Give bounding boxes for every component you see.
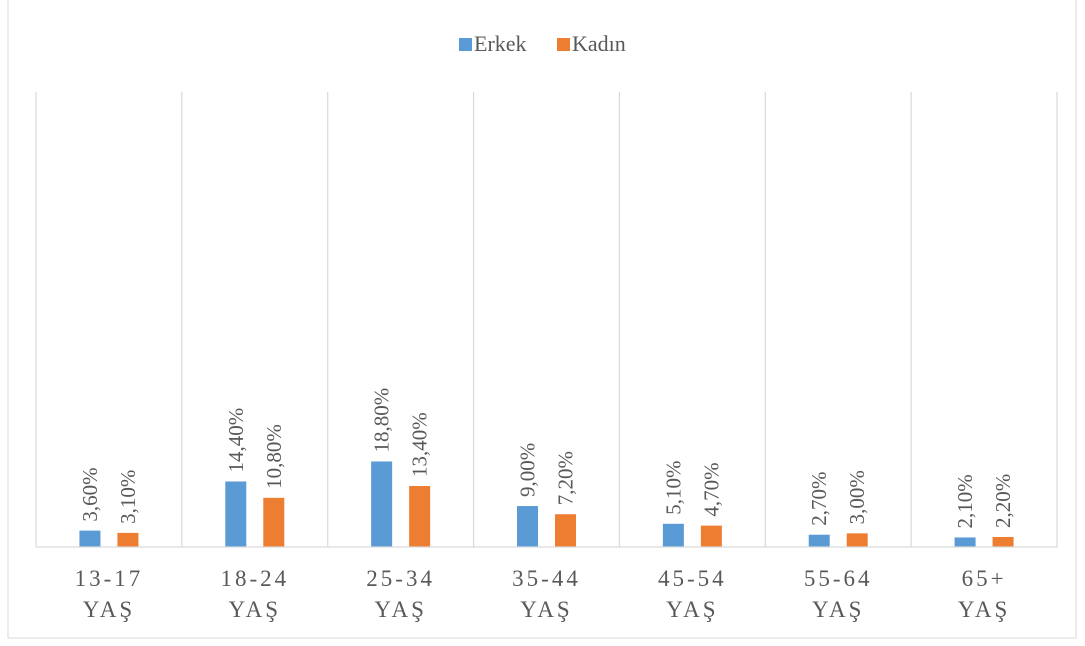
- bar-erkek-4: [662, 523, 684, 547]
- bar-erkek-3: [517, 506, 538, 547]
- bar-kadın-2: [409, 486, 431, 547]
- x-tick-label: YAŞ: [958, 597, 1010, 622]
- data-label-kadın-3: 7,20%: [554, 451, 578, 505]
- data-label-erkek-6: 2,10%: [953, 474, 977, 528]
- x-tick-label: 65+: [962, 566, 1007, 591]
- bar-erkek-5: [808, 534, 830, 547]
- x-tick-label: YAŞ: [812, 597, 864, 622]
- data-label-kadın-4: 4,70%: [699, 462, 723, 516]
- bar-erkek-1: [225, 481, 247, 547]
- data-label-erkek-0: 3,60%: [78, 467, 102, 521]
- bar-kadın-5: [846, 533, 868, 547]
- chart-border: [7, 0, 1077, 639]
- data-label-kadın-1: 10,80%: [262, 424, 286, 489]
- legend-label-erkek: Erkek: [474, 31, 527, 56]
- bar-series: [79, 461, 1014, 547]
- bar-kadın-6: [992, 536, 1014, 547]
- data-label-erkek-5: 2,70%: [807, 471, 831, 525]
- x-tick-label: 25-34: [366, 566, 435, 591]
- x-tick-label: 35-44: [512, 566, 581, 591]
- data-label-kadın-6: 2,20%: [991, 474, 1015, 528]
- data-label-kadın-0: 3,10%: [116, 470, 140, 524]
- x-tick-label: 18-24: [220, 566, 289, 591]
- bar-kadın-1: [263, 497, 285, 547]
- legend-swatch-erkek: [459, 38, 472, 51]
- x-tick-label: YAŞ: [83, 597, 135, 622]
- x-axis-tick-labels: 13-17 YAŞ 18-24 YAŞ 25-34 YAŞ 35-44 YAŞ 45-54 YAŞ…: [75, 566, 1010, 622]
- data-label-erkek-4: 5,10%: [661, 461, 685, 515]
- legend: Erkek Kadın: [459, 31, 626, 56]
- data-labels: 3,60% 3,10% 14,40% 10,80% 18,80% 13,40% 9,00% 7…: [78, 388, 1015, 529]
- x-tick-label: YAŞ: [374, 597, 426, 622]
- x-tick-label: YAŞ: [229, 597, 281, 622]
- x-tick-label: 55-64: [804, 566, 873, 591]
- legend-swatch-kadin: [557, 38, 570, 51]
- bar-erkek-6: [954, 537, 976, 547]
- bar-erkek-2: [371, 461, 393, 547]
- data-label-erkek-1: 14,40%: [224, 408, 248, 473]
- bar-kadın-4: [700, 525, 722, 547]
- data-label-erkek-3: 9,00%: [516, 443, 540, 497]
- data-label-erkek-2: 18,80%: [370, 388, 394, 453]
- x-tick-label: YAŞ: [520, 597, 572, 622]
- data-label-kadın-2: 13,40%: [408, 412, 432, 477]
- data-label-kadın-5: 3,00%: [845, 470, 869, 524]
- x-tick-label: YAŞ: [666, 597, 718, 622]
- legend-label-kadin: Kadın: [572, 31, 626, 56]
- x-tick-label: 45-54: [658, 566, 727, 591]
- x-tick-label: 13-17: [75, 566, 144, 591]
- bar-kadın-0: [117, 532, 139, 547]
- bar-kadın-3: [555, 514, 576, 547]
- category-gridlines: [35, 92, 1058, 547]
- bar-erkek-0: [79, 530, 101, 547]
